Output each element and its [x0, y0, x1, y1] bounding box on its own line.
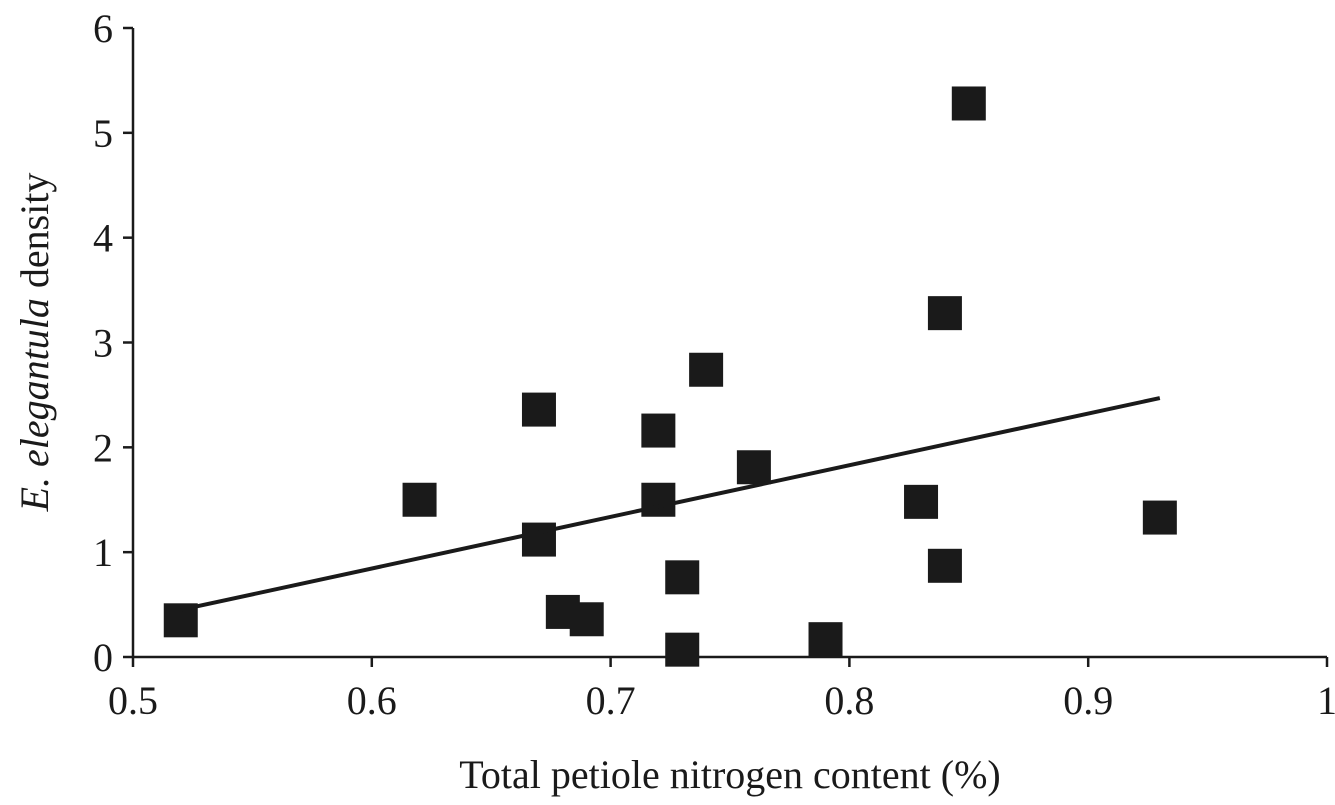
point	[665, 632, 700, 667]
y-tick-label: 5	[93, 111, 113, 156]
y-tick-label: 0	[93, 635, 113, 680]
x-tick-label: 0.8	[824, 678, 874, 723]
point	[665, 560, 700, 595]
y-tick-label: 6	[93, 6, 113, 51]
point	[521, 392, 556, 427]
y-tick-label: 1	[93, 530, 113, 575]
point	[736, 450, 771, 485]
point	[641, 482, 676, 517]
y-tick-label: 3	[93, 321, 113, 366]
point	[689, 352, 724, 387]
x-tick-label: 0.9	[1063, 678, 1113, 723]
point	[951, 86, 986, 121]
y-axis-title: E. elegantula density	[12, 173, 57, 513]
point	[569, 602, 604, 637]
point	[402, 482, 437, 517]
x-axis-title: Total petiole nitrogen content (%)	[459, 752, 1000, 797]
point	[808, 622, 843, 657]
y-tick-label: 4	[93, 216, 113, 261]
point	[904, 484, 939, 519]
point	[927, 296, 962, 331]
point	[641, 413, 676, 448]
x-tick-label: 0.6	[347, 678, 397, 723]
y-axis-title-part: E. elegantula	[12, 298, 57, 512]
trendline	[180, 396, 1161, 612]
y-tick-label: 2	[93, 425, 113, 470]
x-tick-label: 0.7	[586, 678, 636, 723]
point	[927, 548, 962, 583]
x-tick-label: 0.5	[108, 678, 158, 723]
point	[521, 522, 556, 557]
y-axis-title-part: density	[12, 173, 57, 299]
x-tick-label: 1	[1317, 678, 1335, 723]
point	[1142, 500, 1177, 535]
